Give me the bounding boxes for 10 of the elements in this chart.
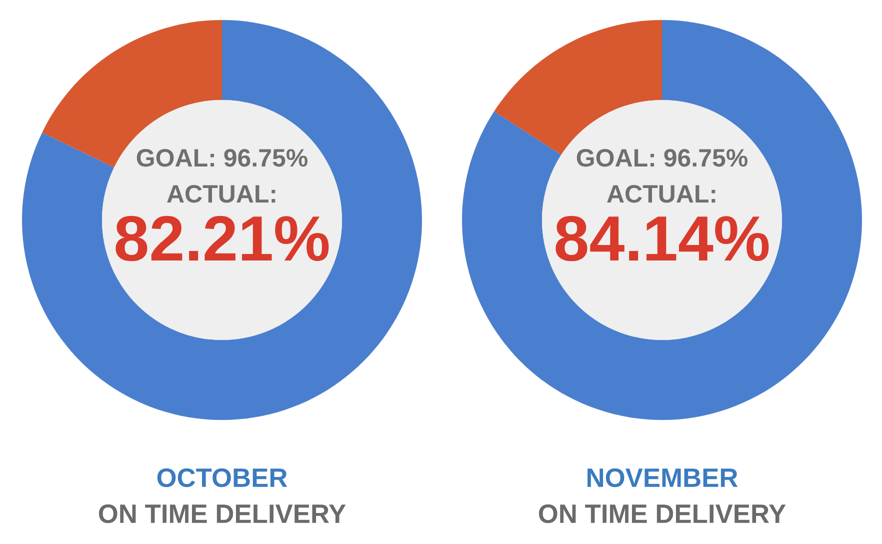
text: GOAL: 96.75% (136, 149, 308, 167)
text: ACTUAL: (607, 185, 716, 203)
text: 84.14% (556, 216, 769, 262)
text: GOAL: 96.75% (576, 149, 748, 167)
text: 82.21% (116, 216, 329, 262)
text: NOVEMBER (588, 468, 738, 488)
text: ACTUAL: (167, 185, 276, 203)
text: ON TIME DELIVERY (98, 504, 346, 524)
text: ON TIME DELIVERY (538, 504, 786, 524)
text: OCTOBER (157, 468, 288, 488)
